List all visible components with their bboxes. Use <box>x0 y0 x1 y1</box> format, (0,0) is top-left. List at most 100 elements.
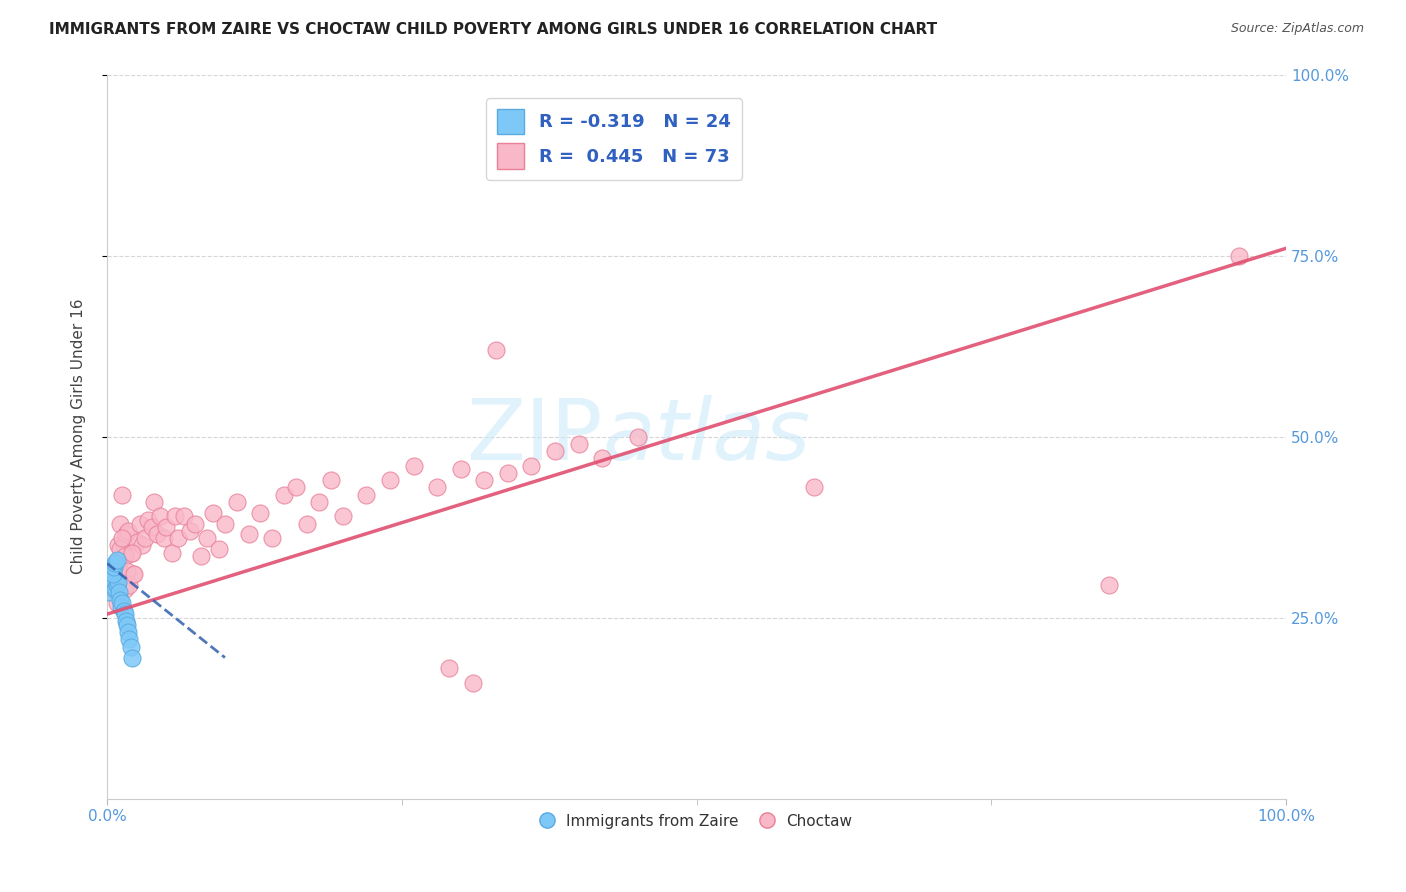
Point <box>179 524 201 538</box>
Point <box>591 451 613 466</box>
Point <box>110 567 132 582</box>
Point <box>208 541 231 556</box>
Point <box>173 509 195 524</box>
Point <box>111 488 134 502</box>
Point <box>108 557 131 571</box>
Point <box>112 538 135 552</box>
Point <box>402 458 425 473</box>
Point <box>108 585 131 599</box>
Point <box>105 578 128 592</box>
Point <box>544 444 567 458</box>
Legend: Immigrants from Zaire, Choctaw: Immigrants from Zaire, Choctaw <box>536 807 858 835</box>
Point <box>114 549 136 564</box>
Point <box>115 564 138 578</box>
Point <box>568 437 591 451</box>
Point <box>273 488 295 502</box>
Point <box>112 603 135 617</box>
Point <box>626 430 648 444</box>
Point <box>195 531 218 545</box>
Point <box>138 513 160 527</box>
Point <box>152 531 174 545</box>
Point <box>122 567 145 582</box>
Point <box>117 524 139 538</box>
Point <box>145 527 167 541</box>
Point <box>803 480 825 494</box>
Point <box>165 509 187 524</box>
Point <box>332 509 354 524</box>
Point <box>101 564 124 578</box>
Point <box>238 527 260 541</box>
Text: IMMIGRANTS FROM ZAIRE VS CHOCTAW CHILD POVERTY AMONG GIRLS UNDER 16 CORRELATION : IMMIGRANTS FROM ZAIRE VS CHOCTAW CHILD P… <box>49 22 938 37</box>
Point <box>118 578 141 592</box>
Point <box>155 520 177 534</box>
Point <box>114 607 136 621</box>
Point <box>104 574 127 589</box>
Point <box>262 531 284 545</box>
Point <box>308 495 330 509</box>
Point <box>184 516 207 531</box>
Point <box>485 343 508 357</box>
Point <box>111 531 134 545</box>
Point <box>1098 578 1121 592</box>
Point <box>319 473 342 487</box>
Point <box>108 516 131 531</box>
Point <box>103 560 125 574</box>
Point <box>100 578 122 592</box>
Point <box>110 599 132 614</box>
Point <box>107 557 129 571</box>
Point <box>118 632 141 647</box>
Point <box>104 557 127 571</box>
Point <box>426 480 449 494</box>
Point <box>437 661 460 675</box>
Point <box>149 509 172 524</box>
Point <box>115 615 138 629</box>
Point <box>117 625 139 640</box>
Point <box>103 574 125 589</box>
Point <box>134 531 156 545</box>
Point <box>378 473 401 487</box>
Point <box>131 538 153 552</box>
Point <box>356 488 378 502</box>
Point <box>496 466 519 480</box>
Point <box>104 582 127 596</box>
Point <box>108 592 131 607</box>
Text: Source: ZipAtlas.com: Source: ZipAtlas.com <box>1230 22 1364 36</box>
Point <box>120 640 142 654</box>
Point <box>101 582 124 596</box>
Point <box>520 458 543 473</box>
Text: ZIP: ZIP <box>465 395 602 478</box>
Point <box>105 553 128 567</box>
Point <box>105 596 128 610</box>
Point <box>122 567 145 582</box>
Point <box>202 506 225 520</box>
Y-axis label: Child Poverty Among Girls Under 16: Child Poverty Among Girls Under 16 <box>72 299 86 574</box>
Point <box>190 549 212 564</box>
Point <box>284 480 307 494</box>
Point <box>461 676 484 690</box>
Point <box>297 516 319 531</box>
Point <box>121 650 143 665</box>
Point <box>450 462 472 476</box>
Point <box>115 527 138 541</box>
Point <box>472 473 495 487</box>
Point <box>120 545 142 559</box>
Point <box>114 582 136 596</box>
Point <box>103 567 125 582</box>
Point <box>101 567 124 582</box>
Point <box>1227 249 1250 263</box>
Point <box>108 541 131 556</box>
Point <box>160 545 183 559</box>
Text: atlas: atlas <box>602 395 810 478</box>
Point <box>141 520 163 534</box>
Point <box>107 538 129 552</box>
Point <box>143 495 166 509</box>
Point <box>115 618 138 632</box>
Point <box>225 495 247 509</box>
Point <box>129 516 152 531</box>
Point <box>101 571 124 585</box>
Point <box>166 531 188 545</box>
Point <box>214 516 236 531</box>
Point <box>121 545 143 559</box>
Point <box>98 585 121 599</box>
Point <box>249 506 271 520</box>
